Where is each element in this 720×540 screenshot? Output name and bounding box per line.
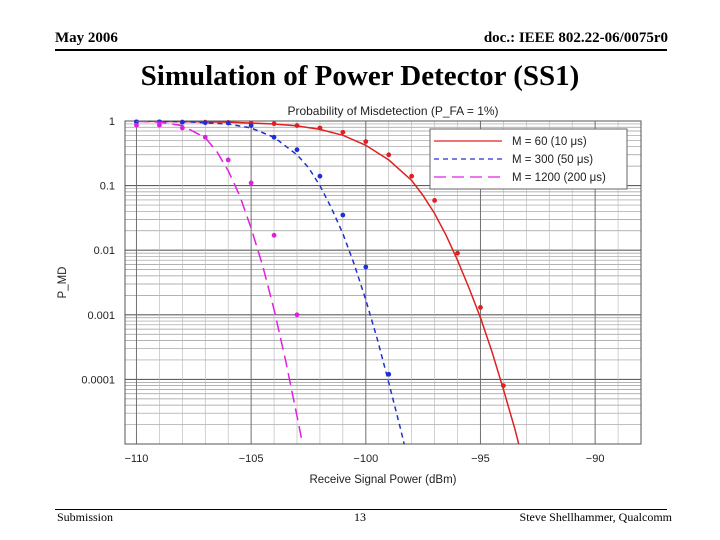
x-tick-label: −100 bbox=[353, 453, 378, 465]
data-point-series-3 bbox=[294, 312, 300, 318]
series-line-3 bbox=[136, 121, 304, 444]
legend-label-3: M = 1200 (200 μs) bbox=[512, 172, 606, 184]
header-date: May 2006 bbox=[55, 30, 118, 46]
data-point-series-2 bbox=[134, 119, 139, 125]
data-point-series-1 bbox=[386, 152, 392, 158]
data-point-series-2 bbox=[202, 120, 208, 126]
chart-container: 1 0.1 0.01 0.001 0.0001 −110 −105 −100 −95 −90 Rec… bbox=[0, 100, 720, 495]
y-tick-label: 0.0001 bbox=[81, 374, 115, 386]
y-tick-label: 0.1 bbox=[100, 181, 115, 193]
data-point-series-2 bbox=[317, 173, 323, 179]
plot-frame bbox=[124, 120, 642, 445]
data-point-series-3 bbox=[179, 125, 185, 131]
data-point-series-1 bbox=[271, 121, 277, 127]
data-point-series-1 bbox=[409, 173, 415, 179]
x-tick-label: −110 bbox=[124, 453, 148, 465]
data-point-series-2 bbox=[340, 212, 346, 218]
y-tick-label: 0.001 bbox=[87, 310, 115, 322]
footer-author: Steve Shellhammer, Qualcomm bbox=[519, 510, 672, 524]
data-point-series-3 bbox=[225, 157, 231, 163]
data-point-series-3 bbox=[134, 122, 139, 128]
data-point-series-3 bbox=[202, 134, 208, 140]
data-point-series-2 bbox=[386, 371, 392, 377]
footer-rule bbox=[55, 509, 667, 510]
y-tick-label: 0.01 bbox=[94, 245, 115, 257]
footer-page-number: 13 bbox=[354, 510, 366, 524]
misdetection-chart: 1 0.1 0.01 0.001 0.0001 −110 −105 −100 −95 −90 Rec… bbox=[57, 104, 642, 486]
data-point-series-1 bbox=[340, 129, 346, 135]
data-point-series-2 bbox=[225, 120, 231, 126]
x-tick-label: −90 bbox=[586, 453, 605, 465]
y-tick-label: 1 bbox=[109, 116, 115, 128]
slide-title: Simulation of Power Detector (SS1) bbox=[140, 60, 580, 92]
data-point-series-2 bbox=[179, 119, 185, 125]
data-point-series-2 bbox=[248, 123, 254, 128]
y-axis-label: P_MD bbox=[57, 267, 69, 299]
data-point-series-2 bbox=[271, 134, 277, 140]
data-point-series-3 bbox=[271, 232, 277, 238]
legend-label-2: M = 300 (50 μs) bbox=[512, 154, 593, 166]
footer-submission: Submission bbox=[57, 510, 114, 524]
legend-box bbox=[429, 128, 628, 190]
data-point-series-1 bbox=[455, 250, 460, 256]
x-tick-label: −95 bbox=[471, 453, 490, 465]
series-line-1 bbox=[136, 121, 520, 444]
x-tick-label: −105 bbox=[239, 453, 264, 465]
header-doc-id: doc.: IEEE 802.22-06/0075r0 bbox=[483, 30, 668, 46]
x-axis-label: Receive Signal Power (dBm) bbox=[309, 474, 456, 486]
header-rule bbox=[55, 49, 667, 51]
data-point-series-2 bbox=[294, 147, 300, 153]
data-point-series-1 bbox=[432, 198, 437, 203]
data-point-series-1 bbox=[478, 305, 483, 310]
chart-title: Probability of Misdetection (P_FA = 1%) bbox=[287, 104, 498, 118]
data-point-series-2 bbox=[363, 264, 369, 270]
data-point-series-3 bbox=[248, 180, 254, 186]
data-point-series-1 bbox=[294, 123, 300, 128]
data-point-series-1 bbox=[501, 383, 506, 389]
data-point-series-3 bbox=[157, 122, 162, 128]
data-point-series-1 bbox=[363, 139, 369, 144]
legend-label-1: M = 60 (10 μs) bbox=[512, 136, 587, 148]
data-point-series-1 bbox=[317, 125, 323, 131]
